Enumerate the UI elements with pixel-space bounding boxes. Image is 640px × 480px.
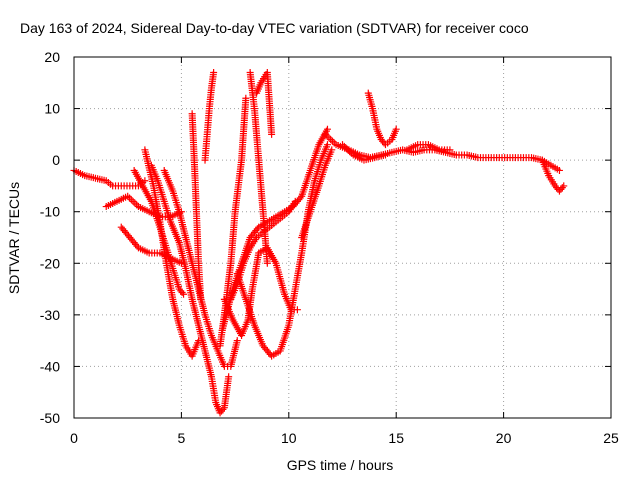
- data-point: [381, 151, 389, 159]
- y-axis-label: SDTVAR / TECUs: [6, 182, 22, 294]
- data-point: [253, 225, 261, 233]
- data-point: [328, 146, 336, 154]
- y-tick-label: 10: [44, 101, 60, 117]
- data-points: [70, 68, 568, 417]
- y-tick-label: 0: [52, 152, 60, 168]
- data-point: [131, 199, 139, 207]
- data-point: [296, 194, 304, 202]
- axis-ticks: 0 5 10 15 20 25 20 10 0 -10 -20 -30 -40 -50: [40, 49, 619, 446]
- data-point: [242, 94, 250, 102]
- data-point: [197, 295, 205, 303]
- y-tick-label: -50: [40, 410, 60, 426]
- x-tick-label: 25: [603, 430, 619, 446]
- grid: [74, 57, 611, 418]
- data-point: [446, 146, 454, 154]
- data-point: [210, 68, 218, 76]
- y-tick-label: -20: [40, 255, 60, 271]
- data-point: [560, 182, 568, 190]
- data-point: [133, 242, 141, 250]
- data-point: [178, 289, 186, 297]
- data-point: [225, 373, 233, 381]
- data-point: [328, 137, 336, 145]
- y-tick-label: -30: [40, 307, 60, 323]
- x-tick-label: 10: [281, 430, 297, 446]
- data-point: [323, 125, 331, 133]
- x-tick-label: 0: [70, 430, 78, 446]
- plot-frame: [73, 56, 612, 419]
- data-point: [392, 125, 400, 133]
- x-tick-label: 5: [178, 430, 186, 446]
- data-point: [233, 337, 241, 345]
- data-point: [558, 184, 566, 192]
- data-point: [263, 259, 271, 267]
- data-point: [125, 194, 133, 202]
- data-point: [268, 130, 276, 138]
- data-point: [555, 166, 563, 174]
- y-tick-label: 20: [44, 49, 60, 65]
- data-point: [141, 177, 149, 185]
- x-tick-label: 15: [388, 430, 404, 446]
- data-point: [180, 290, 188, 298]
- data-point: [327, 136, 335, 144]
- data-point: [129, 197, 137, 205]
- chart-title: Day 163 of 2024, Sidereal Day-to-day VTE…: [20, 20, 529, 36]
- x-axis-label: GPS time / hours: [287, 457, 394, 473]
- data-point: [219, 405, 227, 413]
- y-tick-label: -40: [40, 358, 60, 374]
- y-tick-label: -10: [40, 204, 60, 220]
- x-tick-label: 20: [496, 430, 512, 446]
- data-point: [323, 141, 331, 149]
